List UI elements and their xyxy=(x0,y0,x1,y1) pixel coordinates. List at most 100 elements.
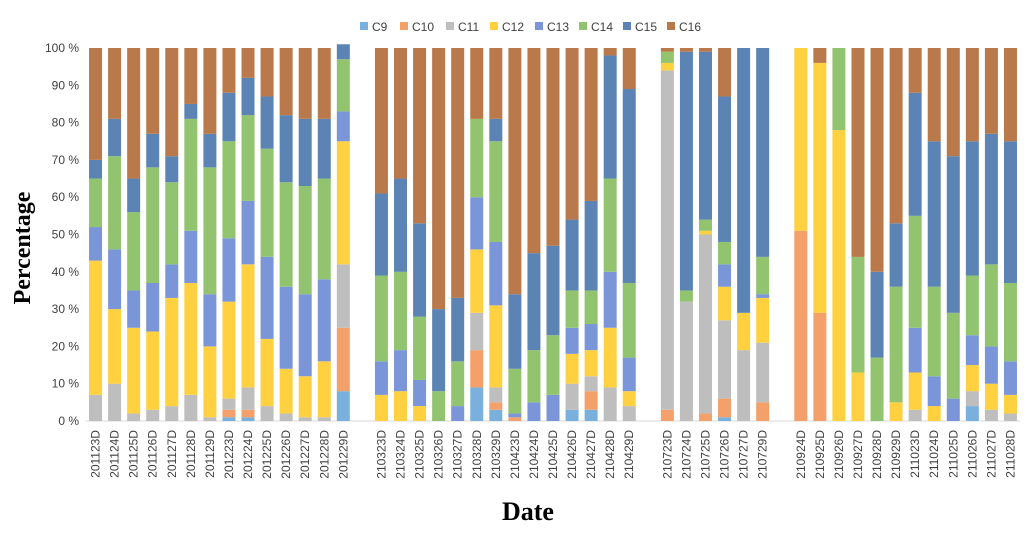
bar-segment-c16 xyxy=(889,48,903,224)
x-tick-label: 201228D xyxy=(317,430,331,479)
bar-segment-c10 xyxy=(660,409,674,421)
bar-segment-c12 xyxy=(203,346,217,418)
bar-segment-c16 xyxy=(374,48,388,194)
x-tick-label: 201225D xyxy=(260,430,274,479)
bar-segment-c12 xyxy=(146,331,160,410)
bar-segment-c14 xyxy=(698,219,712,231)
bar-segment-c14 xyxy=(108,156,122,250)
bar-segment-c12 xyxy=(336,141,350,265)
bar-segment-c13 xyxy=(241,200,255,265)
x-tick-label: 211028D xyxy=(1003,430,1017,478)
bar-segment-c11 xyxy=(146,409,160,421)
bar-segment-c14 xyxy=(546,335,560,395)
y-tick-label: 0 % xyxy=(58,414,79,428)
bar-segment-c15 xyxy=(584,200,598,291)
bar-segment-c11 xyxy=(203,417,217,421)
x-tick-label: 210323D xyxy=(374,430,388,479)
bar-segment-c15 xyxy=(127,178,141,213)
bar-segment-c13 xyxy=(374,361,388,395)
bar-segment-c16 xyxy=(660,48,674,52)
bar-segment-c11 xyxy=(336,264,350,328)
bar-segment-c16 xyxy=(165,48,179,157)
x-tick-label: 210426D xyxy=(565,430,579,479)
bar-segment-c13 xyxy=(908,327,922,373)
x-tick-label: 210723D xyxy=(660,430,674,479)
bar-segment-c11 xyxy=(984,409,998,421)
bar-segment-c13 xyxy=(470,197,484,250)
legend-label-c15: C15 xyxy=(635,20,657,34)
y-tick-label: 60 % xyxy=(52,190,80,204)
y-axis: 0 % 10 % 20 % 30 % 40 % 50 % 60 % 70 % 80 % 90 % 1… xyxy=(45,41,79,428)
bar-segment-c12 xyxy=(374,394,388,421)
bar-segment-c14 xyxy=(127,212,141,291)
bar-segment-c13 xyxy=(413,379,427,407)
y-tick-label: 20 % xyxy=(52,339,80,353)
bar-segment-c15 xyxy=(603,55,617,179)
bar-segment-c12 xyxy=(165,297,179,407)
bar-segment-c12 xyxy=(470,249,484,313)
bar-segment-c13 xyxy=(527,402,541,421)
bar-segment-c14 xyxy=(146,167,160,283)
x-tick-label: 210927D xyxy=(851,430,865,479)
bar-segment-c16 xyxy=(413,48,427,224)
legend-label-c9: C9 xyxy=(372,20,388,34)
bar-segment-c14 xyxy=(851,256,865,373)
bar-segment-c12 xyxy=(660,62,674,71)
bar-segment-c14 xyxy=(317,178,331,280)
x-tick-label: 201123D xyxy=(89,430,103,478)
bar-segment-c15 xyxy=(165,156,179,183)
bar-segment-c16 xyxy=(813,48,827,63)
bar-segment-c12 xyxy=(718,286,732,321)
bar-segment-c16 xyxy=(546,48,560,246)
bar-segment-c14 xyxy=(527,350,541,403)
bar-segment-c11 xyxy=(165,406,179,421)
bar-segment-c14 xyxy=(279,182,293,287)
bar-segment-c12 xyxy=(794,48,808,231)
bar-segment-c12 xyxy=(241,264,255,388)
bar-segment-c11 xyxy=(603,387,617,421)
bar-segment-c14 xyxy=(584,290,598,325)
bar-segment-c16 xyxy=(279,48,293,116)
bar-segment-c14 xyxy=(298,186,312,295)
bar-segment-c16 xyxy=(298,48,312,119)
bar-segment-c16 xyxy=(470,48,484,119)
bar-segment-c9 xyxy=(336,391,350,421)
bar-segment-c14 xyxy=(413,316,427,380)
bar-segment-c11 xyxy=(965,391,979,407)
y-tick-label: 40 % xyxy=(52,265,80,279)
bar-segment-c15 xyxy=(451,297,465,362)
bar-segment-c13 xyxy=(965,335,979,366)
bar-segment-c9 xyxy=(241,417,255,421)
bar-segment-c16 xyxy=(584,48,598,201)
x-tick-label: 210324D xyxy=(394,430,408,479)
bar-segment-c11 xyxy=(222,398,236,410)
bar-segment-c13 xyxy=(984,346,998,384)
bar-segment-c13 xyxy=(336,111,350,142)
bar-segment-c16 xyxy=(184,48,198,104)
y-tick-label: 80 % xyxy=(52,116,80,130)
bar-segment-c13 xyxy=(489,241,503,306)
bar-segment-c10 xyxy=(336,327,350,392)
x-axis-title: Date xyxy=(502,497,554,526)
bar-segment-c16 xyxy=(317,48,331,119)
bar-segment-c9 xyxy=(489,409,503,421)
y-tick-label: 100 % xyxy=(45,41,79,55)
bar-segment-c11 xyxy=(241,387,255,410)
x-tick-label: 201223D xyxy=(222,430,236,479)
bar-segment-c13 xyxy=(184,230,198,283)
bar-segment-c14 xyxy=(451,361,465,407)
bar-segment-c14 xyxy=(489,141,503,242)
bar-segment-c10 xyxy=(508,417,522,421)
bar-segment-c15 xyxy=(927,141,941,287)
bar-segment-c13 xyxy=(508,413,522,418)
x-tick-label: 210929D xyxy=(889,430,903,479)
bar-segment-c12 xyxy=(298,376,312,418)
bar-segment-c12 xyxy=(737,312,751,351)
bar-segment-c13 xyxy=(394,350,408,392)
bar-segment-c15 xyxy=(317,118,331,179)
bar-segment-c16 xyxy=(565,48,579,220)
bar-segment-c12 xyxy=(394,391,408,421)
bar-segment-c12 xyxy=(889,402,903,421)
bar-segment-c14 xyxy=(260,148,274,257)
bar-segment-c16 xyxy=(718,48,732,97)
